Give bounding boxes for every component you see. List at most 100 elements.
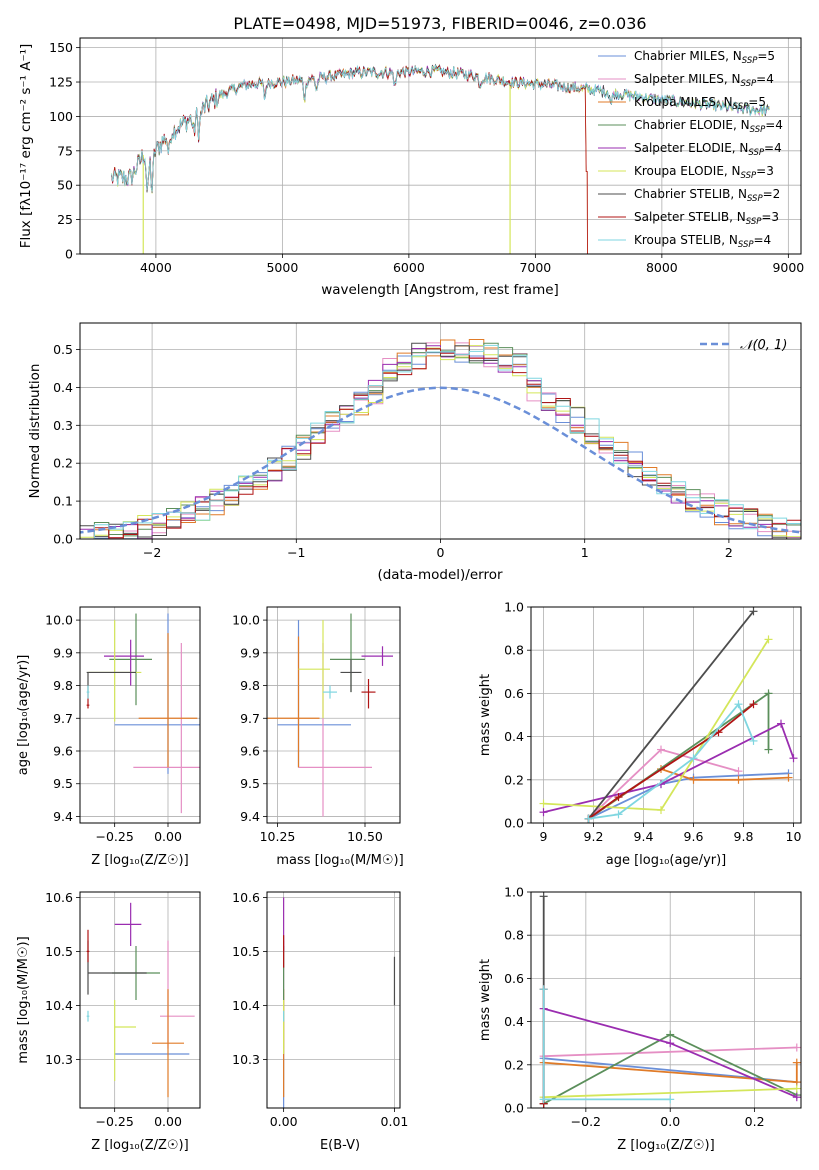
residuals-xlabel: (data-model)/error — [377, 567, 503, 583]
x-tick-label: −2 — [143, 545, 161, 560]
y-tick-label: 10.3 — [45, 1052, 73, 1067]
spectrum-frame — [79, 37, 802, 255]
y-tick-label: 9.4 — [53, 809, 73, 824]
weight-marker — [734, 700, 743, 709]
age-vs-z-ticks: −0.25 0.00 9.4 9.5 9.6 9.7 9.8 9.9 10.0 — [45, 613, 182, 844]
x-tick-label: 10.50 — [347, 829, 383, 844]
spectrum-legend: Chabrier MILES, NSSP=5 Salpeter MILES, NS… — [598, 49, 783, 250]
histogram-kroupa-stelib — [80, 344, 801, 539]
weight-marker — [784, 773, 793, 782]
x-tick-label: −0.25 — [96, 829, 134, 844]
y-tick-label: 10.6 — [232, 890, 260, 905]
weights-vs-age-panel: 9 9.2 9.4 9.6 9.8 10 0.0 0.2 0.4 0.6 0.8 1.0 age [l… — [478, 600, 802, 868]
x-tick-label: 0.00 — [154, 1114, 182, 1129]
y-tick-label: 0.2 — [504, 1057, 524, 1072]
weight-marker — [792, 1058, 801, 1067]
y-tick-label: 0.0 — [504, 1101, 524, 1116]
y-tick-label: 0.3 — [53, 418, 73, 433]
x-tick-label: −0.25 — [96, 1114, 134, 1129]
weights-vs-z-ticks: −0.2 0.0 0.2 0.0 0.2 0.4 0.6 0.8 1.0 — [504, 885, 764, 1130]
weight-line-kroupa-elodie — [543, 1087, 797, 1099]
y-tick-label: 10.6 — [45, 890, 73, 905]
legend-label-chabrier-miles: Chabrier MILES, NSSP=5 — [634, 49, 775, 66]
spectrum-lines — [111, 63, 770, 254]
weights-vs-age-ticks: 9 9.2 9.4 9.6 9.8 10 0.0 0.2 0.4 0.6 0.8 1.0 — [504, 600, 801, 845]
y-tick-label: 0.8 — [504, 643, 524, 658]
mass-vs-ebv-panel: 0.00 0.01 10.3 10.4 10.5 10.6 E(B-V) — [232, 890, 408, 1153]
y-tick-label: 9.5 — [240, 776, 260, 791]
errorbar-point-salpeter-stelib — [361, 679, 376, 709]
residuals-legend: 𝒩(0, 1) — [700, 338, 787, 353]
errorbar-point-salpeter-stelib — [86, 929, 90, 963]
mass-vs-ebv-errorbars — [283, 897, 396, 1108]
errorbar-point-kroupa-miles — [152, 989, 184, 1098]
age-vs-z-ylabel: age [log₁₀(age/yr)] — [16, 655, 31, 776]
weight-marker — [777, 719, 785, 728]
weight-marker — [764, 689, 773, 698]
x-tick-label: 4000 — [140, 260, 172, 275]
histogram-kroupa-miles — [80, 339, 801, 539]
x-tick-label: 9.6 — [684, 829, 704, 844]
y-tick-label: 10.0 — [232, 613, 260, 628]
legend-label-chabrier-stelib: Chabrier STELIB, NSSP=2 — [634, 187, 780, 204]
mass-vs-z-ticks: −0.25 0.00 10.3 10.4 10.5 10.6 — [45, 890, 182, 1129]
age-vs-z-panel: −0.25 0.00 9.4 9.5 9.6 9.7 9.8 9.9 10.0 Z [log₁₀… — [16, 606, 201, 868]
y-tick-label: 0.4 — [53, 380, 73, 395]
weights-vs-age-ylabel: mass weight — [478, 674, 493, 756]
y-tick-label: 0.4 — [504, 1014, 524, 1029]
x-tick-label: 10 — [786, 829, 802, 844]
weight-marker — [666, 1030, 675, 1039]
mass-vs-z-panel: −0.25 0.00 10.3 10.4 10.5 10.6 Z [log₁₀(Z/Z☉)… — [16, 890, 201, 1153]
spectrum-title: PLATE=0498, MJD=51973, FIBERID=0046, z=0… — [233, 14, 646, 33]
x-tick-label: 0.01 — [381, 1114, 409, 1129]
y-tick-label: 1.0 — [504, 600, 524, 615]
x-tick-label: 0.2 — [745, 1114, 765, 1129]
y-tick-label: 9.7 — [53, 711, 73, 726]
legend-label-salpeter-elodie: Salpeter ELODIE, NSSP=4 — [634, 141, 782, 158]
legend-label-salpeter-stelib: Salpeter STELIB, NSSP=3 — [634, 210, 779, 227]
spectrum-ylabel: Flux [fλ10⁻¹⁷ erg cm⁻² s⁻¹ A⁻¹] — [18, 44, 34, 249]
y-tick-label: 10.5 — [45, 944, 73, 959]
x-tick-label: −1 — [287, 545, 305, 560]
weight-marker — [792, 1084, 801, 1093]
x-tick-label: 0 — [437, 545, 445, 560]
y-tick-label: 0.1 — [53, 494, 73, 509]
x-tick-label: 2 — [725, 545, 733, 560]
x-tick-label: 9.8 — [734, 829, 754, 844]
y-tick-label: 75 — [57, 143, 73, 158]
y-tick-label: 9.5 — [53, 776, 73, 791]
mass-vs-z-ylabel: mass [log₁₀(M/M☉)] — [16, 936, 31, 1063]
y-tick-label: 50 — [57, 178, 73, 193]
age-vs-mass-panel: 10.25 10.50 9.4 9.5 9.6 9.7 9.8 9.9 10.0 mass [l… — [232, 606, 404, 868]
legend-label-kroupa-stelib: Kroupa STELIB, NSSP=4 — [634, 233, 771, 250]
age-vs-mass-gridlines — [267, 607, 400, 823]
weights-vs-age-frame — [530, 606, 802, 824]
age-vs-mass-errorbars — [267, 613, 393, 817]
age-vs-mass-frame — [266, 606, 401, 824]
errorbar-point-kroupa-stelib — [86, 1010, 90, 1022]
spectrum-ticks: 4000 5000 6000 7000 8000 9000 0 25 50 75 100 125 150 — [49, 40, 804, 275]
x-tick-label: 10.25 — [260, 829, 296, 844]
x-tick-label: 9.2 — [584, 829, 604, 844]
age-vs-z-xlabel: Z [log₁₀(Z/Z☉)] — [91, 853, 188, 868]
x-tick-label: 5000 — [266, 260, 298, 275]
weight-marker — [584, 814, 593, 823]
mass-vs-ebv-xlabel: E(B-V) — [320, 1138, 360, 1153]
weight-marker — [734, 775, 743, 784]
weight-marker — [734, 767, 743, 776]
mass-vs-z-frame — [79, 891, 201, 1109]
y-tick-label: 0.2 — [53, 456, 73, 471]
weight-line-chabrier-miles — [588, 772, 789, 820]
y-tick-label: 0.6 — [504, 971, 524, 986]
weight-marker — [689, 754, 698, 763]
y-tick-label: 0 — [65, 247, 73, 262]
weight-marker — [749, 736, 758, 745]
x-tick-label: 9000 — [772, 260, 804, 275]
spectrum-panel: PLATE=0498, MJD=51973, FIBERID=0046, z=0… — [18, 14, 804, 298]
x-tick-label: 1 — [581, 545, 589, 560]
x-tick-label: 8000 — [646, 260, 678, 275]
y-tick-label: 0.8 — [504, 928, 524, 943]
errorbar-point-kroupa-miles — [267, 636, 320, 768]
weight-marker — [666, 1095, 675, 1104]
x-tick-label: 6000 — [393, 260, 425, 275]
